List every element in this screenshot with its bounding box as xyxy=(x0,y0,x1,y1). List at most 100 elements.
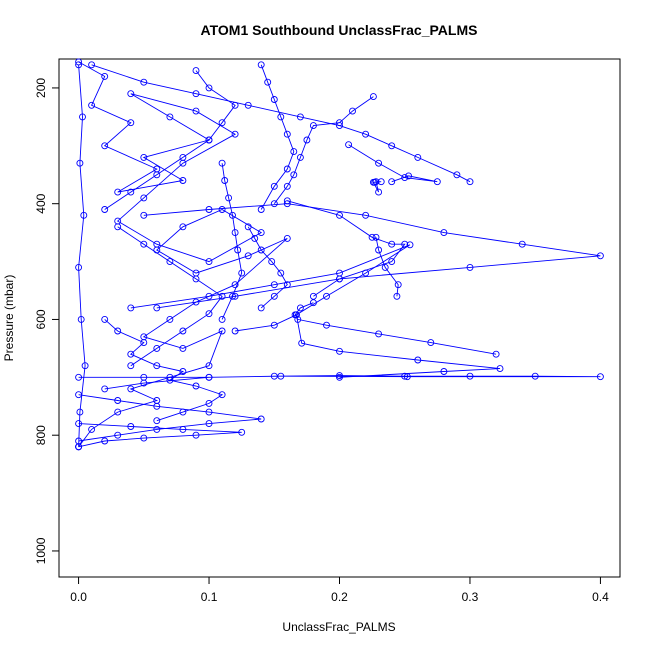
series-line-1 xyxy=(91,64,471,183)
data-point-2-4 xyxy=(303,136,311,144)
data-point-6-5 xyxy=(388,258,396,266)
data-point-2-2 xyxy=(336,119,343,127)
data-point-20-1 xyxy=(140,240,148,248)
data-point-1-9 xyxy=(453,171,461,179)
data-point-9-5 xyxy=(375,330,383,338)
data-point-9-4 xyxy=(323,321,330,329)
data-point-1-0 xyxy=(88,61,96,69)
data-point-0-30 xyxy=(179,344,187,352)
data-point-4-4 xyxy=(377,178,385,186)
data-point-7-8 xyxy=(270,321,278,329)
data-point-0-34 xyxy=(127,385,135,393)
data-point-20-0 xyxy=(114,223,122,231)
series-line-19 xyxy=(104,70,236,210)
chart-title: ATOM1 Southbound UnclassFrac_PALMS xyxy=(201,22,478,38)
data-point-15-8 xyxy=(218,315,226,323)
data-point-18-11 xyxy=(153,417,161,425)
data-point-13-2 xyxy=(179,425,187,433)
data-point-14-5 xyxy=(77,315,85,323)
data-point-14-1 xyxy=(79,113,86,121)
data-point-16-3 xyxy=(277,113,285,121)
data-point-19-4 xyxy=(205,136,213,144)
data-point-4-2 xyxy=(375,188,383,196)
data-point-19-7 xyxy=(127,188,135,196)
data-point-0-6 xyxy=(114,188,122,196)
data-point-18-5 xyxy=(179,368,187,375)
data-point-18-1 xyxy=(114,327,122,335)
data-point-14-0 xyxy=(75,61,83,69)
data-point-0-28 xyxy=(166,315,174,323)
data-point-17-1 xyxy=(251,234,259,242)
series-line-2 xyxy=(273,96,374,204)
series-line-20 xyxy=(117,226,223,367)
data-point-18-8 xyxy=(218,391,226,399)
data-point-6-2 xyxy=(368,233,376,241)
data-point-19-0 xyxy=(192,67,200,75)
data-point-20-6 xyxy=(179,327,187,335)
data-point-0-36 xyxy=(114,408,122,416)
series-line-7 xyxy=(130,244,411,332)
data-point-8-4 xyxy=(393,292,401,300)
data-point-13-1 xyxy=(127,423,135,430)
data-point-14-7 xyxy=(76,408,84,416)
data-point-6-1 xyxy=(336,211,343,219)
data-point-13-3 xyxy=(238,428,246,436)
data-point-5-4 xyxy=(440,229,448,237)
data-point-5-3 xyxy=(362,211,370,219)
data-point-14-2 xyxy=(76,159,84,167)
data-point-17-2 xyxy=(257,246,265,254)
data-point-6-3 xyxy=(388,240,396,248)
data-point-11-5 xyxy=(401,372,409,380)
data-point-12-1 xyxy=(114,397,122,404)
data-point-0-13 xyxy=(231,130,239,138)
data-point-5-7 xyxy=(466,263,474,271)
data-point-18-6 xyxy=(166,376,174,384)
data-point-1-6 xyxy=(362,130,370,138)
data-point-5-1 xyxy=(205,206,213,213)
data-point-11-9 xyxy=(403,373,411,381)
data-point-3-3 xyxy=(433,178,441,186)
x-tick-label-1: 0.1 xyxy=(201,590,218,604)
data-point-15-0 xyxy=(218,159,226,167)
data-point-15-5 xyxy=(234,246,242,254)
data-point-16-4 xyxy=(283,130,291,138)
data-point-13-6 xyxy=(101,437,109,445)
data-point-19-2 xyxy=(231,101,239,109)
data-point-18-4 xyxy=(153,362,161,370)
data-point-12-4 xyxy=(257,415,265,423)
data-point-11-4 xyxy=(336,372,343,380)
data-point-0-26 xyxy=(231,281,239,289)
x-tick-label-0: 0.0 xyxy=(70,590,87,604)
data-point-15-1 xyxy=(221,177,229,184)
x-tick-label-4: 0.4 xyxy=(592,590,609,604)
series-line-3 xyxy=(348,144,438,183)
data-point-20-7 xyxy=(153,344,161,352)
data-point-0-11 xyxy=(127,90,135,98)
data-point-0-7 xyxy=(179,177,187,184)
data-point-0-12 xyxy=(192,107,200,115)
data-point-5-10 xyxy=(153,304,161,312)
series-line-5 xyxy=(143,203,601,309)
data-point-3-5 xyxy=(388,178,396,186)
data-point-0-24 xyxy=(244,252,252,260)
data-point-16-8 xyxy=(257,206,265,213)
data-point-0-19 xyxy=(257,229,265,237)
data-point-3-0 xyxy=(345,141,353,149)
data-point-14-4 xyxy=(75,263,83,271)
data-point-7-5 xyxy=(362,269,370,277)
data-point-16-6 xyxy=(283,165,291,173)
series-line-14 xyxy=(78,64,86,447)
data-point-15-7 xyxy=(229,292,236,300)
y-tick-label-1: 400 xyxy=(34,193,48,213)
data-point-15-2 xyxy=(225,194,233,202)
data-point-7-1 xyxy=(205,292,213,300)
x-tick-label-2: 0.2 xyxy=(331,590,348,604)
data-point-7-4 xyxy=(406,241,414,249)
data-point-14-3 xyxy=(80,211,88,219)
data-point-2-0 xyxy=(369,93,377,101)
data-point-11-7 xyxy=(531,372,539,380)
data-point-1-4 xyxy=(296,113,304,121)
data-point-11-11 xyxy=(205,373,213,381)
data-point-0-8 xyxy=(140,153,148,161)
